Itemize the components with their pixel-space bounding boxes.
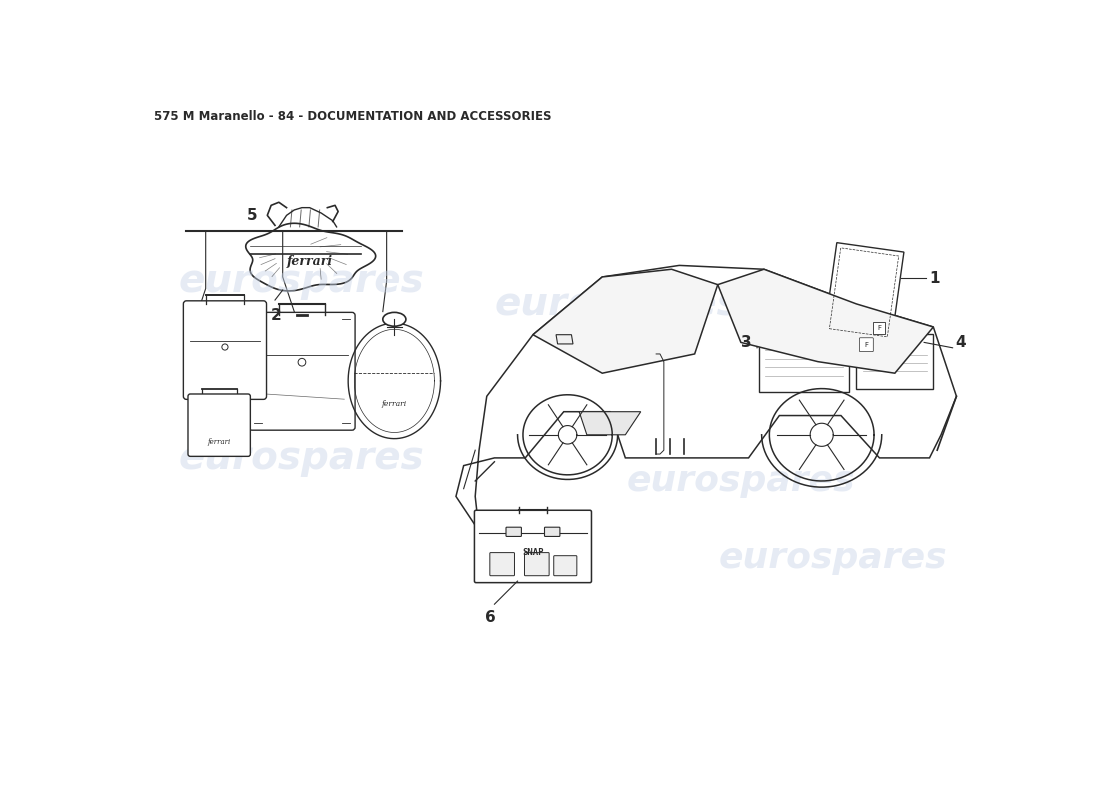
Polygon shape [245, 223, 376, 291]
FancyBboxPatch shape [859, 338, 873, 352]
Text: eurospares: eurospares [495, 285, 740, 323]
Text: eurospares: eurospares [179, 439, 425, 477]
Text: 4: 4 [955, 335, 966, 350]
Circle shape [298, 358, 306, 366]
Text: ferrari: ferrari [207, 438, 230, 446]
FancyBboxPatch shape [506, 527, 521, 537]
FancyBboxPatch shape [490, 553, 515, 576]
Text: ferrari: ferrari [382, 400, 407, 408]
Text: eurospares: eurospares [627, 464, 855, 498]
Text: ferrari: ferrari [287, 255, 332, 268]
FancyBboxPatch shape [474, 510, 592, 582]
Ellipse shape [383, 312, 406, 326]
Circle shape [222, 344, 228, 350]
FancyBboxPatch shape [525, 553, 549, 576]
Text: eurospares: eurospares [179, 262, 425, 300]
FancyBboxPatch shape [759, 332, 849, 392]
FancyBboxPatch shape [249, 312, 355, 430]
FancyBboxPatch shape [856, 334, 933, 390]
Text: 3: 3 [741, 335, 751, 350]
FancyBboxPatch shape [188, 394, 251, 456]
Polygon shape [455, 266, 957, 531]
Text: 1: 1 [930, 271, 940, 286]
Polygon shape [717, 270, 933, 373]
Text: F: F [878, 325, 881, 331]
FancyBboxPatch shape [553, 556, 576, 576]
Text: F: F [865, 342, 868, 348]
Text: 2: 2 [272, 308, 282, 322]
FancyBboxPatch shape [544, 527, 560, 537]
Polygon shape [556, 334, 573, 344]
Polygon shape [580, 412, 640, 435]
Text: eurospares: eurospares [719, 541, 947, 575]
Polygon shape [534, 270, 717, 373]
FancyBboxPatch shape [184, 301, 266, 399]
Text: 6: 6 [485, 610, 496, 626]
Polygon shape [824, 242, 904, 342]
Text: 5: 5 [246, 208, 257, 223]
Text: SNAP: SNAP [522, 548, 543, 557]
Text: 575 M Maranello - 84 - DOCUMENTATION AND ACCESSORIES: 575 M Maranello - 84 - DOCUMENTATION AND… [154, 110, 551, 123]
